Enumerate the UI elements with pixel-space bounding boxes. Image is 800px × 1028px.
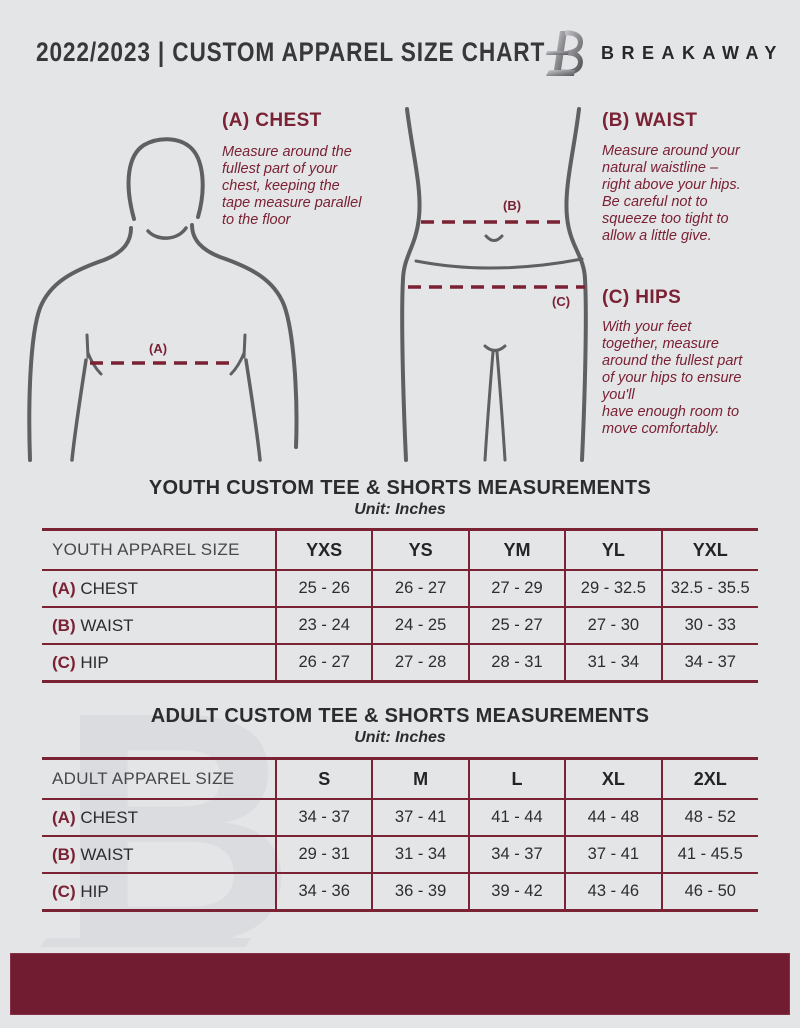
cell: 25 - 27 <box>467 607 566 644</box>
cell: 41 - 45.5 <box>660 836 758 873</box>
cell: 48 - 52 <box>660 799 758 836</box>
adult-size-xl: XL <box>564 758 662 799</box>
youth-table-title: YOUTH CUSTOM TEE & SHORTS MEASUREMENTS <box>148 477 652 499</box>
cell: 31 - 34 <box>371 836 469 873</box>
waist-guide-heading: (B) WAIST <box>602 110 698 131</box>
adult-table-title: ADULT CUSTOM TEE & SHORTS MEASUREMENTS <box>150 705 650 727</box>
youth-size-ym: YM <box>467 529 566 570</box>
cell: 34 - 37 <box>274 799 373 836</box>
cell: 27 - 30 <box>564 607 662 644</box>
cell: 41 - 44 <box>467 799 566 836</box>
marker-a-label: (A) <box>149 341 168 356</box>
page-title: 2022/2023 | CUSTOM APPAREL SIZE CHART <box>36 37 546 67</box>
row-label: WAIST <box>80 615 134 635</box>
adult-size-s: S <box>274 758 373 799</box>
youth-size-yxs: YXS <box>274 529 373 570</box>
cell: 23 - 24 <box>274 607 373 644</box>
row-label: HIP <box>80 652 109 672</box>
youth-table-header-row: YOUTH APPAREL SIZE YXS YS YM YL YXL <box>42 529 758 570</box>
cell: 27 - 28 <box>371 644 469 682</box>
youth-chest-row: (A) CHEST 25 - 26 26 - 27 27 - 29 29 - 3… <box>42 570 758 607</box>
row-prefix: (A) <box>52 578 76 598</box>
row-label: HIP <box>80 881 109 901</box>
adult-size-2xl: 2XL <box>660 758 758 799</box>
chest-guide-text: Measure around the fullest part of your … <box>222 144 362 228</box>
cell: 32.5 - 35.5 <box>660 570 758 607</box>
adult-size-l: L <box>467 758 566 799</box>
row-label: CHEST <box>80 578 138 598</box>
row-prefix: (B) <box>52 615 76 635</box>
row-prefix: (C) <box>52 652 76 672</box>
youth-size-yxl: YXL <box>660 529 758 570</box>
cell: 27 - 29 <box>467 570 566 607</box>
background-watermark-b: B <box>58 643 297 1012</box>
row-label: WAIST <box>80 844 134 864</box>
cell: 30 - 33 <box>660 607 758 644</box>
cell: 37 - 41 <box>371 799 469 836</box>
chest-figure-illustration <box>10 103 330 463</box>
youth-size-yl: YL <box>564 529 662 570</box>
adult-size-column-label: ADULT APPAREL SIZE <box>52 769 235 788</box>
adult-table-header-row: ADULT APPAREL SIZE S M L XL 2XL <box>42 758 758 799</box>
cell: 37 - 41 <box>564 836 662 873</box>
hips-guide-text: With your feet together, measure around … <box>602 319 743 437</box>
cell: 34 - 36 <box>274 873 373 911</box>
youth-size-table: YOUTH APPAREL SIZE YXS YS YM YL YXL (A) … <box>42 528 758 683</box>
youth-hip-row: (C) HIP 26 - 27 27 - 28 28 - 31 31 - 34 … <box>42 644 758 682</box>
cell: 34 - 37 <box>467 836 566 873</box>
marker-c-label: (C) <box>552 294 571 309</box>
cell: 29 - 31 <box>274 836 373 873</box>
footer-accent-bar <box>10 953 790 1015</box>
cell: 28 - 31 <box>467 644 566 682</box>
cell: 43 - 46 <box>564 873 662 911</box>
cell: 36 - 39 <box>371 873 469 911</box>
chest-guide-heading: (A) CHEST <box>222 110 322 131</box>
cell: 26 - 27 <box>371 570 469 607</box>
adult-size-table: ADULT APPAREL SIZE S M L XL 2XL (A) CHES… <box>42 757 758 912</box>
youth-table-subtitle: Unit: Inches <box>354 501 446 518</box>
cell: 31 - 34 <box>564 644 662 682</box>
cell: 26 - 27 <box>274 644 373 682</box>
cell: 34 - 37 <box>660 644 758 682</box>
adult-hip-row: (C) HIP 34 - 36 36 - 39 39 - 42 43 - 46 … <box>42 873 758 911</box>
adult-table-subtitle: Unit: Inches <box>354 729 446 746</box>
youth-size-column-label: YOUTH APPAREL SIZE <box>52 540 240 559</box>
brand-wordmark: BREAKAWAY <box>601 43 784 63</box>
row-prefix: (C) <box>52 881 76 901</box>
adult-size-m: M <box>371 758 469 799</box>
waist-hip-figure-illustration <box>388 103 598 463</box>
row-prefix: (A) <box>52 807 76 827</box>
adult-waist-row: (B) WAIST 29 - 31 31 - 34 34 - 37 37 - 4… <box>42 836 758 873</box>
adult-chest-row: (A) CHEST 34 - 37 37 - 41 41 - 44 44 - 4… <box>42 799 758 836</box>
youth-waist-row: (B) WAIST 23 - 24 24 - 25 25 - 27 27 - 3… <box>42 607 758 644</box>
hips-guide-heading: (C) HIPS <box>602 287 682 308</box>
cell: 44 - 48 <box>564 799 662 836</box>
marker-b-label: (B) <box>503 198 522 213</box>
breakaway-b-logo-icon <box>544 25 590 81</box>
cell: 24 - 25 <box>371 607 469 644</box>
youth-size-ys: YS <box>371 529 469 570</box>
cell: 25 - 26 <box>274 570 373 607</box>
row-prefix: (B) <box>52 844 76 864</box>
cell: 29 - 32.5 <box>564 570 662 607</box>
cell: 39 - 42 <box>467 873 566 911</box>
waist-guide-text: Measure around your natural waistline – … <box>602 143 741 244</box>
cell: 46 - 50 <box>660 873 758 911</box>
background-watermark-baseline <box>40 938 252 947</box>
row-label: CHEST <box>80 807 138 827</box>
